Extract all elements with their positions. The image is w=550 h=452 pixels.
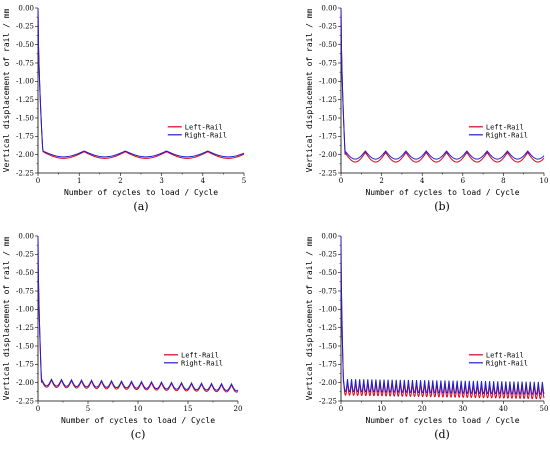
- y-tick-label: -2.25: [319, 397, 337, 405]
- x-tick-label: 2: [379, 177, 383, 185]
- series-line-left-rail: [37, 7, 245, 159]
- y-tick-label: -0.25: [16, 251, 34, 259]
- panel-label-b: (b): [434, 200, 450, 213]
- panel-c: (c) 0.00 -0.25 -0.50 -0.75 -1.00 -1.25 -1.50 -1…: [2, 232, 242, 441]
- y-tick-label: 0.00: [321, 232, 337, 240]
- legend-label: Right-Rail: [181, 359, 223, 367]
- y-tick-label: -0.50: [16, 41, 34, 49]
- y-tick-label: -0.50: [16, 269, 34, 277]
- legend-label: Left-Rail: [486, 123, 524, 131]
- x-tick-label: 40: [499, 405, 508, 413]
- panel-label-c: (c): [131, 428, 146, 441]
- y-tick-label: -1.50: [319, 342, 337, 350]
- y-tick-label: -2.00: [16, 379, 34, 387]
- x-tick-label: 8: [501, 177, 505, 185]
- series-line-right-rail: [340, 7, 545, 160]
- series-line-left-rail: [37, 235, 239, 393]
- legend-label: Right-Rail: [486, 131, 528, 139]
- y-tick-label: -0.25: [319, 251, 337, 259]
- y-tick-label: -2.25: [16, 397, 34, 405]
- x-tick-label: 0: [36, 405, 40, 413]
- y-tick-label: -1.50: [319, 114, 337, 122]
- legend-label: Left-Rail: [486, 351, 524, 359]
- x-tick-label: 0: [36, 177, 40, 185]
- x-tick-label: 0: [339, 177, 343, 185]
- x-tick-label: 0: [339, 405, 343, 413]
- legend-label: Right-Rail: [185, 131, 227, 139]
- x-tick-label: 15: [184, 405, 193, 413]
- y-axis-title: Vertical displacement of rail / mm: [305, 8, 314, 172]
- panel-a: (a) 0.00 -0.25 -0.50 -0.75 -1.00 -1.25 -1.50 -1…: [2, 4, 246, 213]
- y-tick-label: -1.00: [319, 78, 337, 86]
- y-tick-label: -0.75: [319, 287, 337, 295]
- y-tick-label: -0.75: [319, 59, 337, 67]
- y-tick-label: -2.00: [16, 151, 34, 159]
- y-tick-label: -1.50: [16, 114, 34, 122]
- y-tick-label: 0.00: [321, 4, 337, 12]
- x-tick-label: 10: [540, 177, 549, 185]
- panel-label-d: (d): [434, 428, 450, 441]
- y-tick-label: -0.50: [319, 41, 337, 49]
- y-tick-label: -0.75: [16, 287, 34, 295]
- x-tick-label: 50: [540, 405, 549, 413]
- series-line-right-rail: [340, 235, 545, 395]
- series-line-left-rail: [340, 7, 545, 163]
- panel-label-a: (a): [133, 200, 148, 213]
- y-tick-label: -1.25: [319, 96, 337, 104]
- y-tick-label: -1.50: [16, 342, 34, 350]
- y-tick-label: -1.75: [319, 361, 337, 369]
- y-tick-label: -0.50: [319, 269, 337, 277]
- y-tick-label: -2.25: [16, 169, 34, 177]
- x-axis-title: Number of cycles to load / Cycle: [365, 416, 519, 425]
- y-axis-title: Vertical displacement of rail / mm: [2, 8, 11, 172]
- y-tick-label: -0.25: [16, 23, 34, 31]
- series-line-left-rail: [340, 235, 545, 400]
- x-tick-label: 5: [242, 177, 246, 185]
- x-tick-label: 2: [118, 177, 122, 185]
- y-tick-label: -0.25: [319, 23, 337, 31]
- x-axis-title: Number of cycles to load / Cycle: [365, 188, 519, 197]
- y-tick-label: -1.25: [16, 96, 34, 104]
- y-tick-label: -2.00: [319, 151, 337, 159]
- y-tick-label: -2.25: [319, 169, 337, 177]
- x-tick-label: 10: [134, 405, 143, 413]
- series-line-right-rail: [37, 235, 239, 392]
- x-tick-label: 20: [234, 405, 243, 413]
- x-tick-label: 3: [159, 177, 163, 185]
- y-tick-label: -1.75: [319, 133, 337, 141]
- x-tick-label: 1: [77, 177, 81, 185]
- y-tick-label: 0.00: [18, 232, 34, 240]
- y-tick-label: 0.00: [18, 4, 34, 12]
- y-tick-label: -2.00: [319, 379, 337, 387]
- y-axis-title: Vertical displacement of rail / mm: [305, 236, 314, 400]
- x-tick-label: 5: [86, 405, 90, 413]
- y-tick-label: -1.25: [16, 324, 34, 332]
- y-tick-label: -1.75: [16, 133, 34, 141]
- x-tick-label: 30: [458, 405, 467, 413]
- x-tick-label: 4: [201, 177, 206, 185]
- legend-label: Left-Rail: [185, 123, 223, 131]
- y-tick-label: -1.00: [16, 306, 34, 314]
- panel-b: (b) 0.00 -0.25 -0.50 -0.75 -1.00 -1.25 -1.50 -1…: [305, 4, 548, 213]
- y-axis-title: Vertical displacement of rail / mm: [2, 236, 11, 400]
- y-tick-label: -1.25: [319, 324, 337, 332]
- x-tick-label: 10: [377, 405, 386, 413]
- series-line-right-rail: [37, 7, 245, 158]
- x-axis-title: Number of cycles to load / Cycle: [61, 416, 215, 425]
- legend-label: Left-Rail: [181, 351, 219, 359]
- y-tick-label: -0.75: [16, 59, 34, 67]
- legend-label: Right-Rail: [486, 359, 528, 367]
- panel-d: (d) 0.00 -0.25 -0.50 -0.75 -1.00 -1.25 -1.50 -1…: [305, 232, 548, 441]
- y-tick-label: -1.75: [16, 361, 34, 369]
- x-axis-title: Number of cycles to load / Cycle: [64, 188, 218, 197]
- x-tick-label: 6: [461, 177, 466, 185]
- x-tick-label: 4: [420, 177, 425, 185]
- x-tick-label: 20: [418, 405, 427, 413]
- y-tick-label: -1.00: [16, 78, 34, 86]
- y-tick-label: -1.00: [319, 306, 337, 314]
